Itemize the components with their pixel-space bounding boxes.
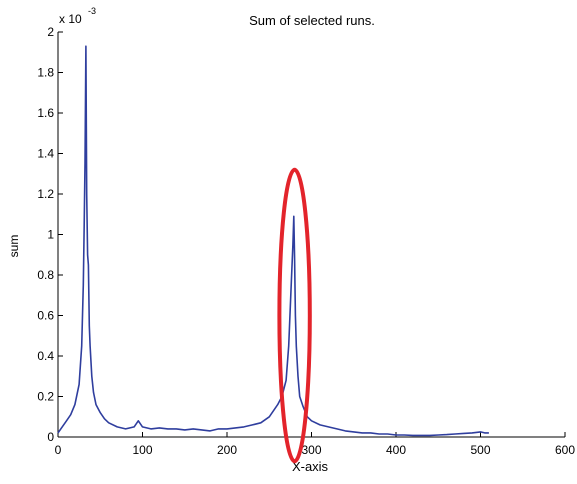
y-tick-label: 1.2 <box>37 187 54 201</box>
y-tick-label: 0.6 <box>37 309 54 323</box>
x-tick-label: 200 <box>217 443 237 457</box>
y-tick-label: 1.8 <box>37 66 54 80</box>
y-exponent-base: x 10 <box>59 12 82 26</box>
y-tick-label: 0.4 <box>37 349 54 363</box>
x-tick-label: 100 <box>132 443 152 457</box>
x-tick-label: 500 <box>470 443 490 457</box>
series-line <box>57 45 489 437</box>
highlight-ellipse <box>277 167 312 464</box>
y-tick-label: 1.6 <box>37 106 54 120</box>
x-tick-label: 400 <box>386 443 406 457</box>
y-tick-label: 0.8 <box>37 268 54 282</box>
y-exponent-power: -3 <box>88 6 96 16</box>
y-tick-label: 0 <box>47 430 54 444</box>
y-tick-label: 1 <box>47 228 54 242</box>
y-axis-label: sum <box>7 235 21 258</box>
annotation-layer <box>277 167 312 464</box>
x-axis-label: X-axis <box>292 459 329 474</box>
chart-title: Sum of selected runs. <box>249 13 375 28</box>
y-tick-label: 0.2 <box>37 390 54 404</box>
x-tick-label: 0 <box>55 443 62 457</box>
x-tick-label: 300 <box>301 443 321 457</box>
x-tick-label: 600 <box>555 443 575 457</box>
y-tick-label: 1.4 <box>37 147 54 161</box>
y-tick-label: 2 <box>47 25 54 39</box>
axes <box>57 32 565 438</box>
series-layer <box>57 45 489 437</box>
ticks: 0 100 200 300 400 500 600 0 0.2 0.4 0.6 0.8 1 1.2 1.4 1… <box>37 25 575 457</box>
